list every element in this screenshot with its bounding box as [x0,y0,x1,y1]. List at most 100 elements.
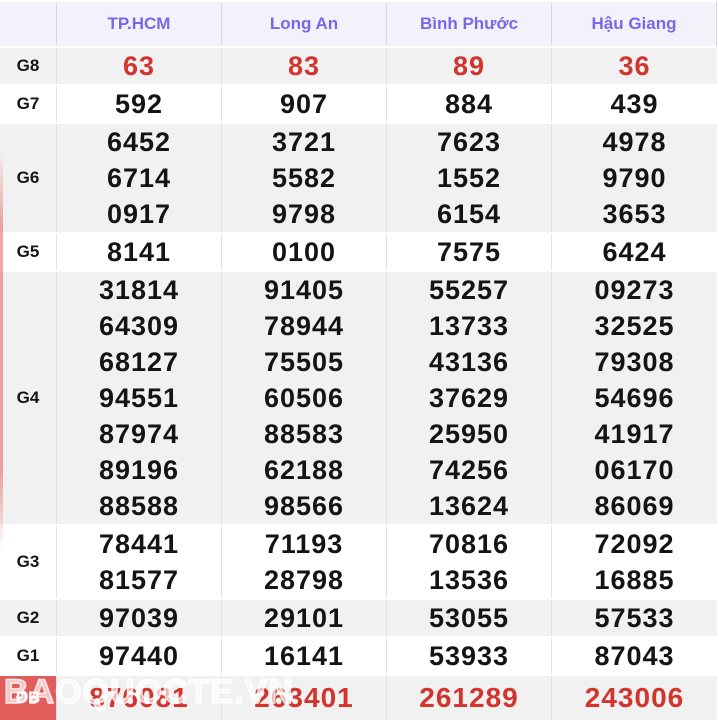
prize-cell-g1-col4: 87043 [552,638,717,674]
prize-number: 4978 [602,127,667,157]
prize-number: 0100 [271,237,337,267]
prize-cell-g7-col2: 907 [222,86,387,122]
prize-number: 87043 [594,641,675,671]
row-db: ĐB 876081 263401 261289 243006 [0,676,717,720]
prize-number: 09273 [594,275,675,305]
prize-number: 98566 [263,491,345,521]
column-header-4[interactable]: Hậu Giang [552,2,717,46]
prize-number: 876081 [89,682,189,713]
prize-number: 3721 [271,127,337,157]
prize-number: 1552 [436,163,502,193]
prize-label-g1: G1 [0,638,57,674]
prize-cell-g3-col1: 78441 81577 [57,526,222,598]
prize-number: 88588 [98,491,180,521]
prize-number: 592 [114,89,164,119]
prize-number: 5582 [271,163,337,193]
prize-label-db: ĐB [0,676,57,720]
prize-cell-g8-col4: 36 [552,48,717,84]
prize-number: 88583 [263,419,345,449]
prize-cell-g7-col1: 592 [57,86,222,122]
prize-number: 71193 [264,529,344,559]
prize-cell-g8-col1: 63 [57,48,222,84]
prize-number: 75505 [263,347,345,377]
prize-number: 243006 [584,682,685,713]
prize-number: 97039 [98,603,180,633]
prize-number: 6714 [106,163,172,193]
prize-label-g6: G6 [0,124,57,232]
prize-number: 6452 [106,127,172,157]
prize-number: 83 [287,51,321,81]
prize-number: 7575 [436,237,502,267]
prize-cell-g1-col1: 97440 [57,638,222,674]
prize-number: 3653 [602,199,667,229]
prize-number: 16885 [594,565,675,595]
prize-number: 70816 [428,529,510,559]
prize-number: 06170 [594,455,675,485]
prize-cell-g1-col3: 53933 [387,638,552,674]
prize-cell-g4-col1: 31814 64309 68127 94551 87974 89196 88588 [57,272,222,524]
prize-number: 53933 [428,641,510,671]
prize-number: 13536 [428,565,510,595]
prize-cell-g3-col4: 72092 16885 [552,526,717,598]
prize-cell-g7-col4: 439 [552,86,717,122]
prize-number: 25950 [428,419,510,449]
prize-number: 6154 [436,199,502,229]
prize-cell-g3-col2: 71193 28798 [222,526,387,598]
prize-cell-g5-col4: 6424 [552,234,717,270]
prize-cell-g2-col4: 57533 [552,600,717,636]
prize-number: 63 [122,51,156,81]
prize-number: 13733 [428,311,510,341]
column-header-1[interactable]: TP.HCM [57,2,222,46]
prize-number: 43136 [428,347,510,377]
prize-number: 36 [618,51,651,81]
prize-number: 89 [452,51,486,81]
prize-label-g8: G8 [0,48,57,84]
prize-number: 97440 [98,641,180,671]
prize-cell-g5-col2: 0100 [222,234,387,270]
row-g6: G6 6452 6714 0917 3721 5582 9798 7623 1552 6154 49… [0,124,717,232]
row-g5: G5 8141 0100 7575 6424 [0,234,717,270]
prize-number: 6424 [602,237,667,267]
prize-cell-g2-col1: 97039 [57,600,222,636]
prize-label-g4: G4 [0,272,57,524]
prize-cell-g7-col3: 884 [387,86,552,122]
prize-cell-g6-col2: 3721 5582 9798 [222,124,387,232]
prize-number: 9790 [602,163,667,193]
prize-number: 89196 [98,455,180,485]
prize-cell-g5-col1: 8141 [57,234,222,270]
prize-number: 16141 [263,641,345,671]
prize-cell-db-col4: 243006 [552,676,717,720]
prize-number: 87974 [98,419,180,449]
prize-number: 41917 [594,419,675,449]
prize-number: 64309 [98,311,180,341]
prize-cell-g8-col3: 89 [387,48,552,84]
prize-number: 60506 [263,383,345,413]
prize-number: 55257 [428,275,510,305]
column-header-3[interactable]: Bình Phước [387,2,552,46]
prize-number: 7623 [436,127,502,157]
row-g4: G4 31814 64309 68127 94551 87974 89196 88588 914… [0,272,717,524]
prize-number: 13624 [428,491,510,521]
prize-cell-g6-col3: 7623 1552 6154 [387,124,552,232]
prize-cell-db-col3: 261289 [387,676,552,720]
prize-number: 907 [279,89,329,119]
prize-number: 28798 [263,565,345,595]
prize-cell-g1-col2: 16141 [222,638,387,674]
prize-number: 0917 [106,199,172,229]
row-g2: G2 97039 29101 53055 57533 [0,600,717,636]
prize-number: 68127 [98,347,180,377]
prize-label-g5: G5 [0,234,57,270]
header-corner-cell [0,2,57,46]
column-header-2[interactable]: Long An [222,2,387,46]
prize-number: 439 [610,89,659,119]
prize-number: 261289 [419,682,519,713]
prize-number: 78944 [263,311,345,341]
prize-number: 53055 [428,603,510,633]
prize-cell-g4-col2: 91405 78944 75505 60506 88583 62188 98566 [222,272,387,524]
row-g8: G8 63 83 89 36 [0,48,717,84]
prize-cell-g4-col3: 55257 13733 43136 37629 25950 74256 13624 [387,272,552,524]
prize-cell-g4-col4: 09273 32525 79308 54696 41917 06170 86069 [552,272,717,524]
prize-number: 72092 [594,529,675,559]
